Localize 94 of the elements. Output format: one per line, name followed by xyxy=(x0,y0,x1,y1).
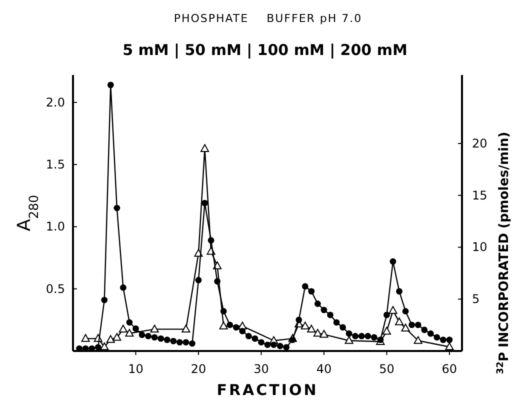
point xyxy=(118,324,128,333)
point xyxy=(401,324,410,332)
point xyxy=(283,344,290,350)
point xyxy=(307,324,316,333)
point xyxy=(382,326,392,335)
point xyxy=(414,322,422,328)
point xyxy=(214,278,221,285)
point xyxy=(125,328,134,337)
point xyxy=(145,332,152,340)
point xyxy=(446,336,453,344)
point xyxy=(402,308,409,314)
point xyxy=(150,324,159,333)
point xyxy=(300,322,310,330)
point xyxy=(390,258,396,265)
point xyxy=(200,144,210,152)
point xyxy=(239,328,246,334)
point xyxy=(327,312,334,318)
point xyxy=(308,288,315,295)
x-tick-label: 10 xyxy=(128,362,144,376)
point xyxy=(427,330,434,337)
point xyxy=(384,312,390,318)
x-axis-title: FRACTION xyxy=(216,381,318,399)
point xyxy=(296,316,302,324)
point xyxy=(320,330,328,338)
point xyxy=(270,342,277,348)
point xyxy=(344,336,354,344)
point xyxy=(245,332,252,340)
point xyxy=(106,335,115,343)
point xyxy=(358,332,365,340)
y2-tick-label: 10 xyxy=(472,240,488,254)
x-tick-label: 50 xyxy=(379,362,394,376)
point xyxy=(396,288,402,295)
point xyxy=(313,328,322,337)
point xyxy=(333,319,340,326)
point xyxy=(151,334,158,341)
x-tick-label: 60 xyxy=(442,362,458,376)
point xyxy=(100,342,109,350)
y2-tick-label: 20 xyxy=(472,136,488,150)
point xyxy=(264,342,271,348)
point xyxy=(107,82,114,88)
point xyxy=(170,338,177,344)
point xyxy=(208,237,214,244)
point xyxy=(440,336,446,344)
y2-tick-label: 15 xyxy=(472,188,488,202)
y-tick-label: 0.5 xyxy=(46,282,65,296)
point xyxy=(346,330,352,337)
point xyxy=(226,322,234,328)
point xyxy=(202,200,208,206)
point xyxy=(158,335,164,342)
point xyxy=(182,339,190,346)
chart-title: PHOSPHATE BUFFER pH 7.0 xyxy=(174,12,362,25)
point xyxy=(276,342,284,350)
y-tick-label: 2.0 xyxy=(46,95,65,110)
point xyxy=(176,339,183,346)
point xyxy=(340,324,346,331)
point xyxy=(252,335,258,342)
point xyxy=(421,326,428,334)
point xyxy=(289,336,296,344)
point xyxy=(101,296,108,304)
point xyxy=(258,339,264,346)
point xyxy=(120,284,126,291)
x-tick-label: 40 xyxy=(316,362,332,376)
point xyxy=(370,334,378,341)
x-tick-label: 30 xyxy=(254,362,269,376)
point xyxy=(81,334,90,342)
point xyxy=(408,322,416,328)
point xyxy=(232,324,240,331)
point xyxy=(94,344,102,350)
point xyxy=(352,332,359,340)
y2-tick-label: 5 xyxy=(472,292,480,306)
point xyxy=(126,319,133,326)
point xyxy=(164,336,170,344)
point xyxy=(445,342,454,350)
point xyxy=(138,332,146,338)
point xyxy=(112,333,122,341)
point xyxy=(320,306,328,314)
point xyxy=(132,325,139,332)
point xyxy=(394,317,404,326)
x-tick-label: 20 xyxy=(190,362,206,376)
point xyxy=(220,308,227,314)
point xyxy=(182,324,190,333)
point xyxy=(302,283,308,290)
point xyxy=(195,276,202,284)
point xyxy=(414,336,422,344)
point xyxy=(219,322,228,330)
point xyxy=(189,340,196,347)
point xyxy=(434,334,440,341)
y-tick-label: 1.5 xyxy=(46,158,65,172)
point xyxy=(364,332,372,340)
point xyxy=(114,204,120,212)
point xyxy=(314,300,321,307)
chart-subtitle: 5 mM | 50 mM | 100 mM | 200 mM xyxy=(122,41,408,59)
y-tick-label: 1.0 xyxy=(46,220,65,234)
point xyxy=(388,306,398,314)
